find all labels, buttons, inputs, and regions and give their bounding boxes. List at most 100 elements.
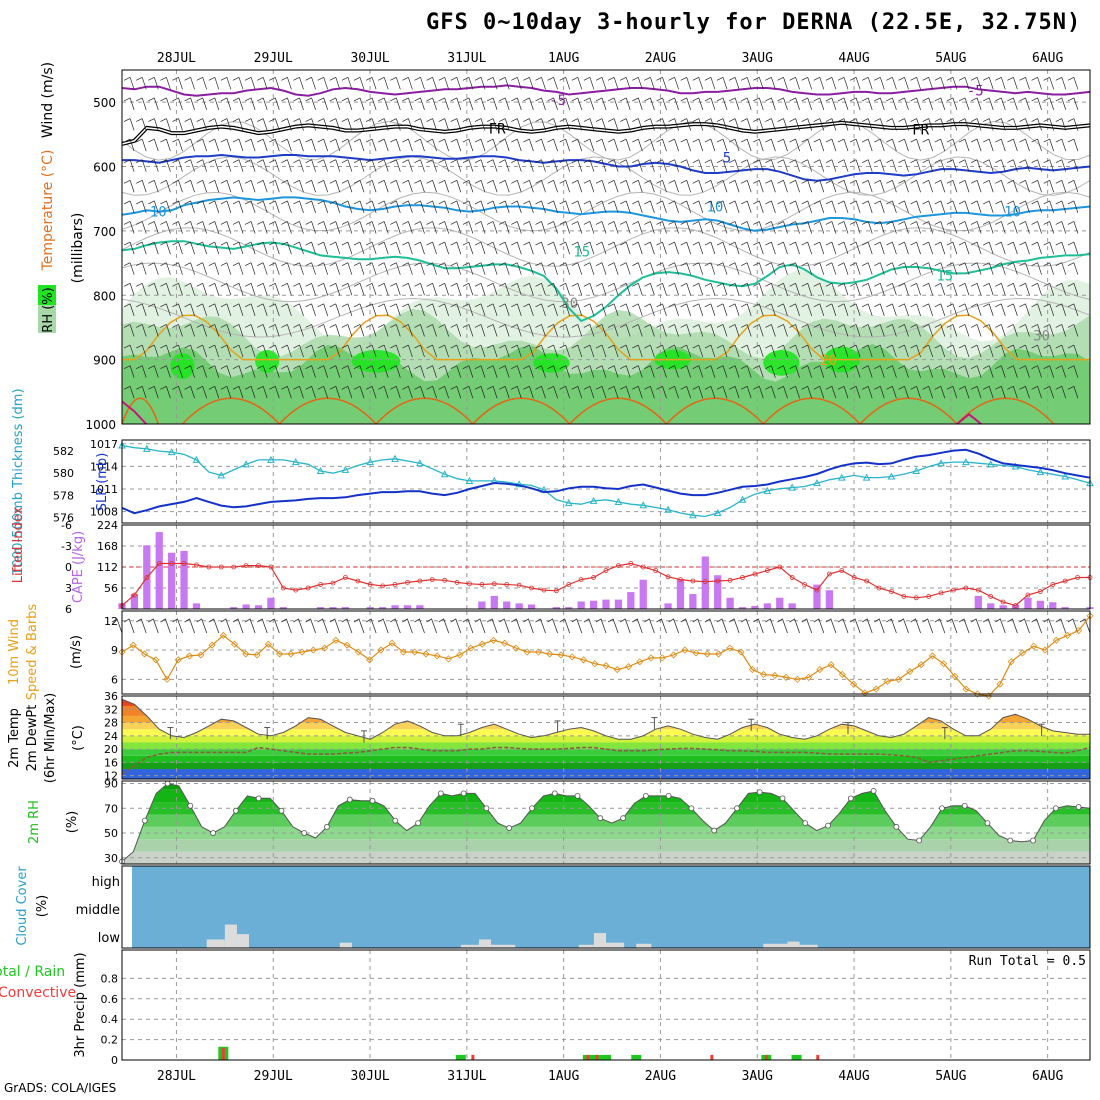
rh-point <box>847 795 854 802</box>
rh-point <box>301 830 308 836</box>
wind-barb <box>474 324 486 337</box>
wind-barb <box>305 118 316 131</box>
wind-speed-point <box>399 648 407 656</box>
wind-barb <box>801 179 813 193</box>
lifted-index-point <box>144 575 150 580</box>
wind-barb <box>559 221 571 234</box>
wind-speed-point <box>253 651 261 659</box>
wind-barb <box>257 97 268 111</box>
wind-speed-point <box>321 644 329 652</box>
wind-barb <box>257 344 268 358</box>
wind-barb <box>462 365 474 378</box>
wind-barb <box>378 138 389 152</box>
rh-point <box>961 802 968 809</box>
wind-barb <box>535 324 546 337</box>
wind-barb <box>982 618 994 634</box>
wind-barb <box>741 344 752 358</box>
wind-barb <box>632 159 643 172</box>
lifted-index-point <box>665 574 671 580</box>
wind-barb <box>426 282 437 296</box>
wind-speed-point <box>928 652 936 660</box>
wind-barb <box>825 365 837 378</box>
wind-barb <box>293 282 304 296</box>
wind-barb <box>571 365 583 378</box>
wind-speed-point <box>906 667 914 676</box>
wind-barb <box>317 262 329 275</box>
wind-barb <box>474 138 486 152</box>
cape-bar <box>627 592 635 609</box>
rh-axis-label: RH (%) <box>41 287 56 332</box>
wind-barb <box>136 303 147 316</box>
wind-barb <box>426 200 437 213</box>
wind-barb <box>813 97 825 111</box>
wind-barb <box>753 324 764 337</box>
wind-barb <box>837 303 849 316</box>
wind-barb <box>970 324 982 337</box>
thickness-point <box>837 473 846 481</box>
wind-speed-point <box>163 675 171 683</box>
wind-speed-point <box>433 652 441 660</box>
cape-bar <box>1011 604 1020 609</box>
wind-barb <box>886 282 897 296</box>
lifted-index-point <box>479 582 485 587</box>
wind-barb <box>511 138 522 152</box>
wind-barb <box>160 138 171 152</box>
wind-barb <box>801 138 813 152</box>
wind-barb <box>208 200 220 213</box>
wind-speed-point <box>523 648 531 656</box>
wind-barb <box>547 618 558 634</box>
cape-bar <box>242 604 250 609</box>
wind-barb <box>656 324 667 337</box>
lifted-index-point <box>243 563 249 568</box>
wind-barb <box>378 303 389 316</box>
rh-point <box>1075 804 1082 810</box>
wind-barb <box>511 159 522 172</box>
wind-barb <box>898 303 909 316</box>
wind-barb <box>1055 118 1067 131</box>
wind-barb <box>208 97 220 111</box>
wind-barb <box>184 76 195 90</box>
wind-barb <box>535 365 546 378</box>
wind-barb <box>220 385 232 399</box>
cape-bar <box>664 603 672 609</box>
low-cloud-block <box>636 943 652 948</box>
chart-title: GFS 0~10day 3-hourly for DERNA (22.5E, 3… <box>426 10 1082 35</box>
wind-speed-point <box>636 658 644 666</box>
low-cloud-block <box>491 944 516 948</box>
wind-barb <box>680 241 692 255</box>
wind-barb <box>232 159 244 172</box>
wind-barb <box>825 303 837 316</box>
wind-barb <box>704 365 716 378</box>
wind-barb <box>474 262 486 275</box>
wind-barb <box>632 179 643 193</box>
wind-barb <box>486 179 498 193</box>
wind-barb <box>970 138 982 152</box>
lifted-index-point <box>616 563 621 568</box>
wind-barb <box>1031 159 1042 172</box>
wind-barb <box>426 618 437 634</box>
wind-barb <box>813 118 825 131</box>
wind-barb <box>244 385 256 399</box>
wind-barb <box>946 159 958 172</box>
cape-bar <box>192 603 201 609</box>
wind-barb <box>244 221 256 234</box>
wind-barb <box>704 344 716 358</box>
wind-barb <box>414 344 425 358</box>
wind-barb <box>934 200 946 213</box>
wind-barb <box>1055 385 1067 399</box>
wind-barb <box>656 241 667 255</box>
wind-barb <box>1007 262 1018 275</box>
wind-barb <box>983 344 994 358</box>
wind-barb <box>160 241 171 255</box>
wind-barb <box>910 221 921 234</box>
wind-barb <box>378 262 389 275</box>
wind-speed-point <box>703 650 711 658</box>
wind-barb <box>1055 241 1067 255</box>
lifted-index-point <box>814 587 820 593</box>
wind-barb <box>1007 159 1018 172</box>
wind-barb <box>136 138 147 152</box>
wind-barb <box>547 303 558 316</box>
wind-tick-label: 9 <box>111 644 118 657</box>
wind-barb <box>668 138 679 152</box>
wind-barb <box>583 221 595 234</box>
